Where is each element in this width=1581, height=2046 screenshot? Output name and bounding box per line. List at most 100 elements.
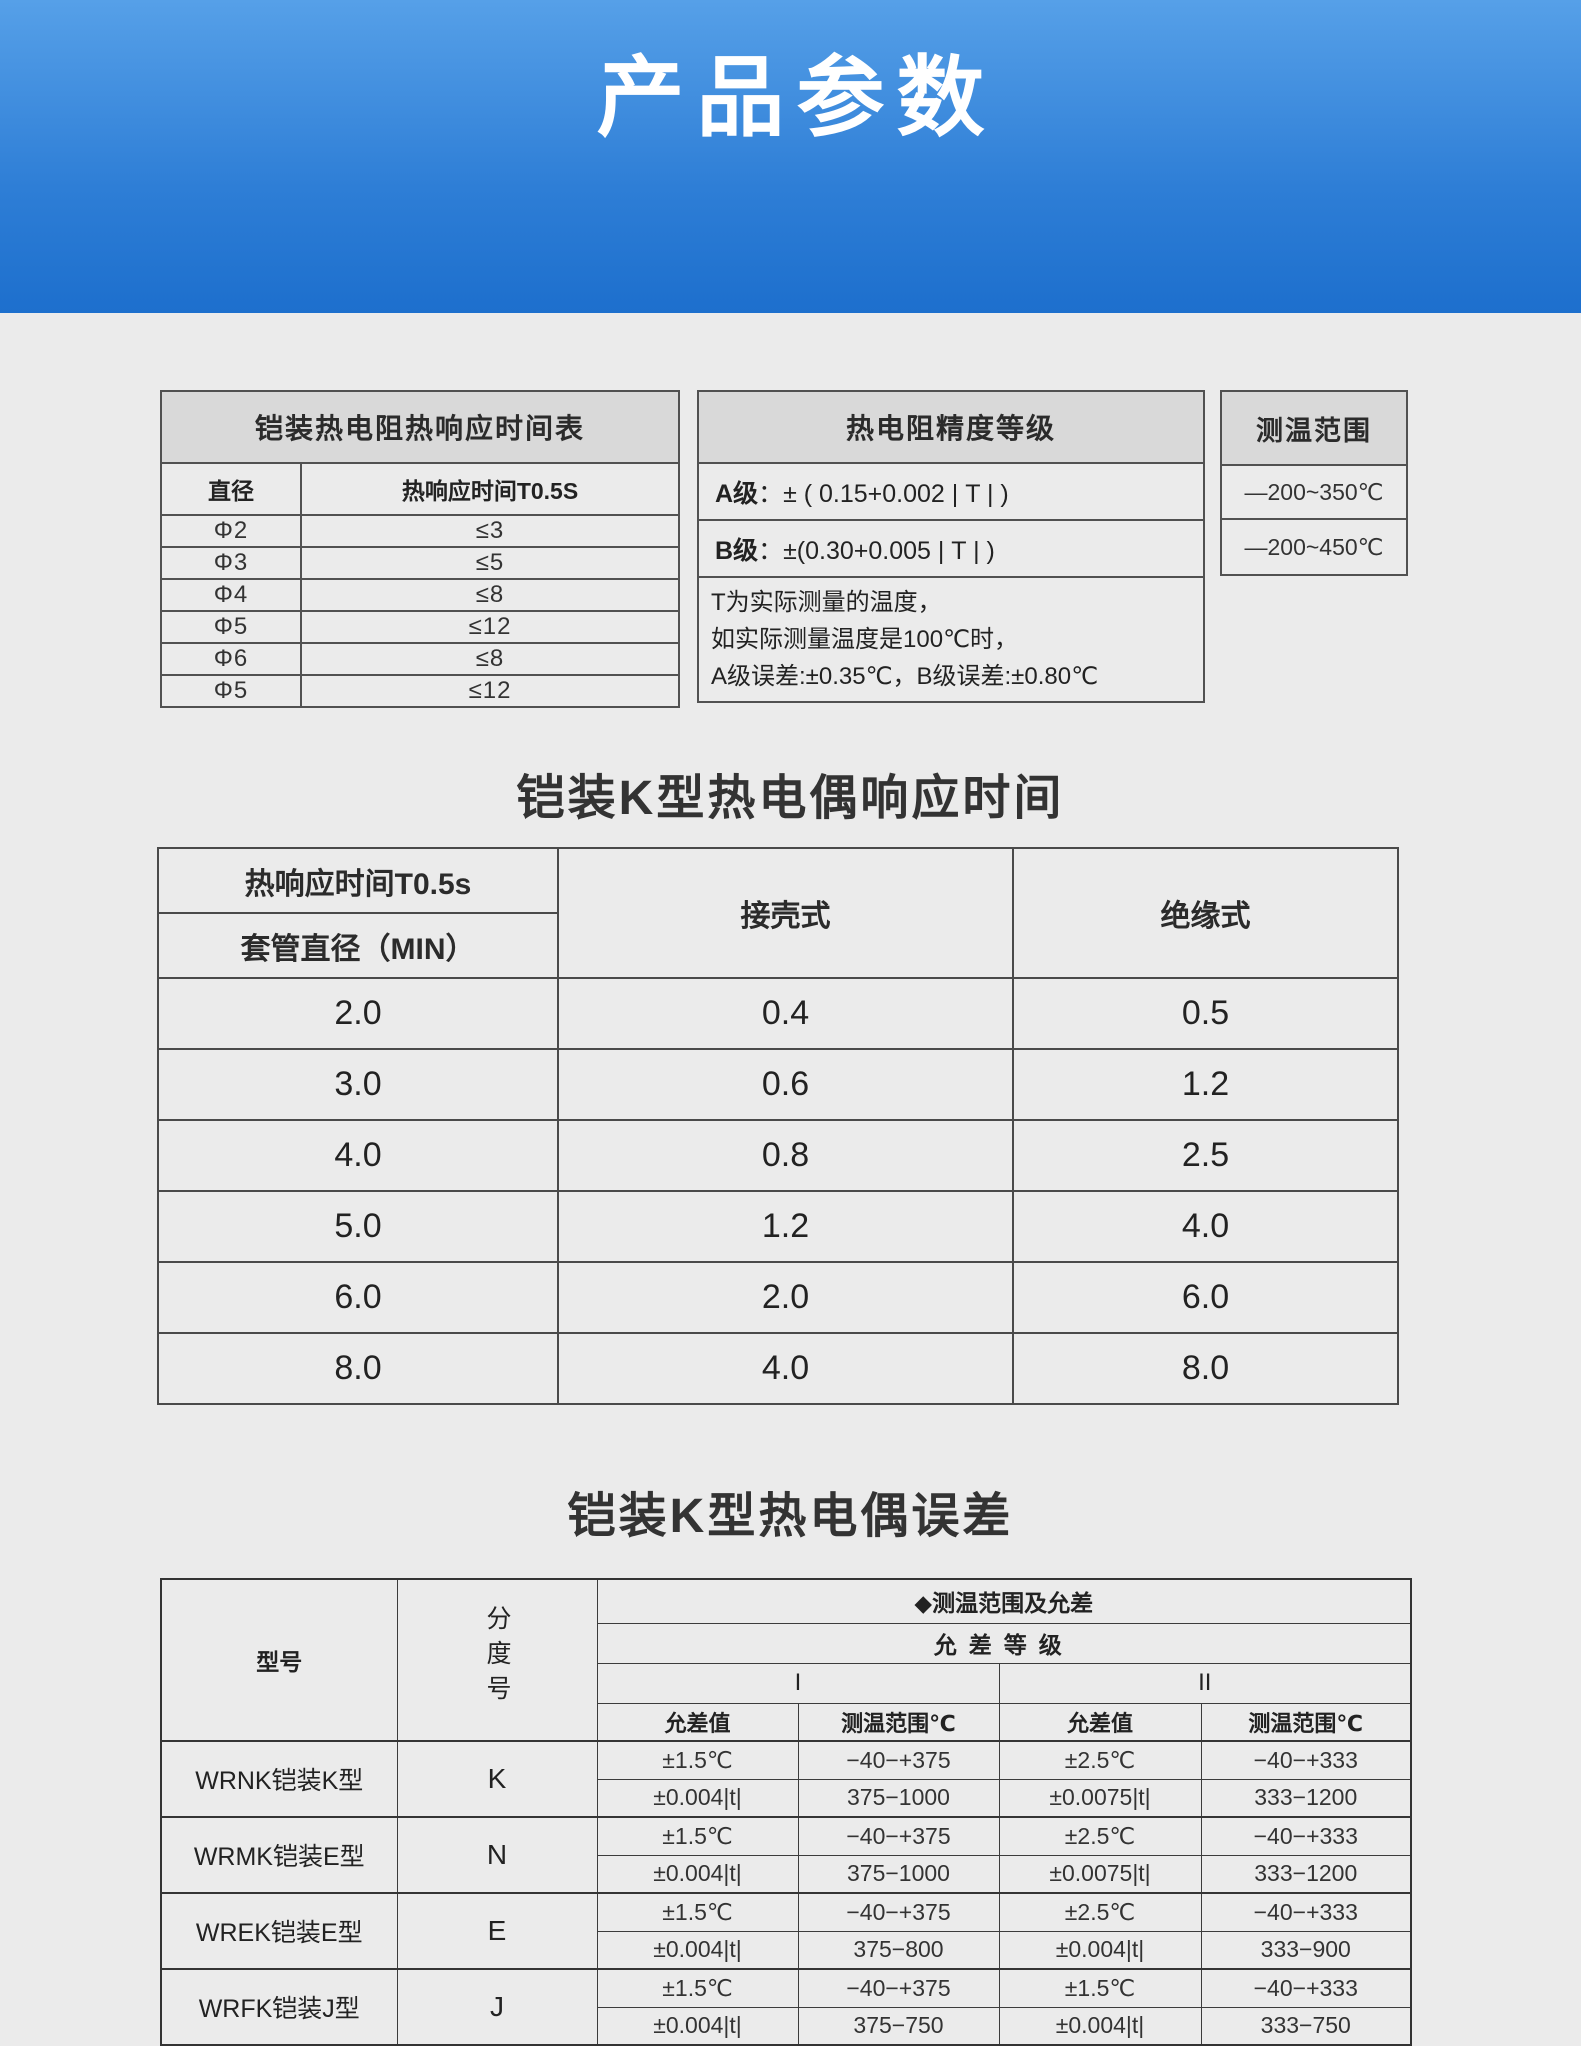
tc-error-table: 型号 分度号 ◆测温范围及允差 允差等级 I II 允差值 测温范围℃ 允差值 … xyxy=(160,1578,1413,2046)
accuracy-note: T为实际测量的温度， 如实际测量温度是100℃时， A级误差:±0.35℃，B级… xyxy=(697,576,1205,703)
table-row: —200~450℃ xyxy=(1220,518,1408,576)
tc-shell-value: 4.0 xyxy=(557,1332,1014,1405)
tc-insulated-value: 4.0 xyxy=(1012,1190,1399,1263)
tc-diameter: 2.0 xyxy=(157,977,559,1050)
rtd-diameter: Φ3 xyxy=(160,546,302,580)
error-subheader: 允差值 xyxy=(596,1702,799,1742)
tc-response-table: 热响应时间T0.5s 接壳式 绝缘式 套管直径（MIN） 2.0 0.4 0.5… xyxy=(157,847,1399,1405)
grade-b-value: ：±(0.30+0.005 | T | ) xyxy=(758,536,995,565)
error-range: 375−800 xyxy=(797,1930,1000,1970)
rtd-accuracy-title: 热电阻精度等级 xyxy=(697,390,1205,464)
tc-shell-value: 0.6 xyxy=(557,1048,1014,1121)
error-tolerance: ±0.004|t| xyxy=(998,2006,1202,2046)
error-range: 333−900 xyxy=(1200,1930,1412,1970)
section-title-error: 铠装K型热电偶误差 xyxy=(567,1490,1014,1543)
error-range: −40−+375 xyxy=(797,1968,1000,2008)
error-subheader: 允差值 xyxy=(998,1702,1202,1742)
error-tolerance: ±0.0075|t| xyxy=(998,1854,1202,1894)
error-tolerance: ±0.004|t| xyxy=(596,2006,799,2046)
error-range: 375−750 xyxy=(797,2006,1000,2046)
error-range: −40−+333 xyxy=(1200,1816,1412,1856)
error-class-2: II xyxy=(998,1662,1412,1704)
table-row: WRFK铠装J型 J ±1.5℃ −40−+375 ±1.5℃ −40−+333 xyxy=(160,1968,1412,2046)
rtd-time: ≤8 xyxy=(299,642,681,676)
tc-diameter: 8.0 xyxy=(157,1332,559,1405)
error-tolerance: ±1.5℃ xyxy=(596,1892,799,1932)
error-tolerance: ±2.5℃ xyxy=(998,1740,1202,1780)
table-row: Φ3 ≤5 xyxy=(160,546,681,580)
error-range: 333−1200 xyxy=(1200,1854,1412,1894)
rtd-diameter: Φ5 xyxy=(160,610,302,644)
tc-header-diameter: 套管直径（MIN） xyxy=(157,912,559,979)
error-model: WREK铠装E型 xyxy=(160,1892,398,1970)
rtd-accuracy-table: 热电阻精度等级 A级：± ( 0.15+0.002 | T | ) B级：±(0… xyxy=(697,390,1205,703)
table-row: 6.0 2.0 6.0 xyxy=(157,1261,1399,1334)
rtd-time: ≤5 xyxy=(299,546,681,580)
error-col-graduation: 分度号 xyxy=(396,1578,598,1742)
table-row: 8.0 4.0 8.0 xyxy=(157,1332,1399,1405)
error-graduation: K xyxy=(396,1740,598,1818)
tc-insulated-value: 8.0 xyxy=(1012,1332,1399,1405)
rtd-time: ≤8 xyxy=(299,578,681,612)
tc-diameter: 6.0 xyxy=(157,1261,559,1334)
rtd-diameter: Φ6 xyxy=(160,642,302,676)
temp-range-value: —200~450℃ xyxy=(1220,518,1408,576)
tc-header-time: 热响应时间T0.5s xyxy=(157,847,559,914)
tc-insulated-value: 6.0 xyxy=(1012,1261,1399,1334)
grade-b-formula: B级：±(0.30+0.005 | T | ) xyxy=(697,519,1205,578)
error-tolerance: ±2.5℃ xyxy=(998,1816,1202,1856)
error-tolerance: ±0.004|t| xyxy=(596,1854,799,1894)
error-range: 375−1000 xyxy=(797,1854,1000,1894)
rtd-diameter: Φ4 xyxy=(160,578,302,612)
section-title-response: 铠装K型热电偶响应时间 xyxy=(516,772,1065,825)
rtd-time: ≤3 xyxy=(299,514,681,548)
error-range: −40−+333 xyxy=(1200,1740,1412,1780)
table-row: 3.0 0.6 1.2 xyxy=(157,1048,1399,1121)
table-row: Φ5 ≤12 xyxy=(160,674,681,708)
error-tolerance: ±1.5℃ xyxy=(596,1816,799,1856)
error-model: WRFK铠装J型 xyxy=(160,1968,398,2046)
error-tolerance: ±0.0075|t| xyxy=(998,1778,1202,1818)
table-row: Φ2 ≤3 xyxy=(160,514,681,548)
error-subheader: 测温范围℃ xyxy=(797,1702,1000,1742)
page-title: 产品参数 xyxy=(596,48,997,147)
temp-range-title: 测温范围 xyxy=(1220,390,1408,466)
error-subheader: 测温范围℃ xyxy=(1200,1702,1412,1742)
tc-diameter: 5.0 xyxy=(157,1190,559,1263)
rtd-time: ≤12 xyxy=(299,610,681,644)
error-range: 375−1000 xyxy=(797,1778,1000,1818)
temp-range-value: —200~350℃ xyxy=(1220,464,1408,520)
grade-a-formula: A级：± ( 0.15+0.002 | T | ) xyxy=(697,462,1205,521)
error-range: −40−+333 xyxy=(1200,1968,1412,2008)
error-tolerance: ±0.004|t| xyxy=(998,1930,1202,1970)
page-header-banner: 产品参数 xyxy=(0,0,1581,313)
note-line: T为实际测量的温度， xyxy=(711,589,942,616)
tc-insulated-value: 2.5 xyxy=(1012,1119,1399,1192)
table-row: 4.0 0.8 2.5 xyxy=(157,1119,1399,1192)
tc-header-insulated: 绝缘式 xyxy=(1012,847,1399,979)
table-row: WREK铠装E型 E ±1.5℃ −40−+375 ±2.5℃ −40−+333 xyxy=(160,1892,1412,1970)
rtd-col-time: 热响应时间T0.5S xyxy=(299,462,681,516)
table-row: WRMK铠装E型 N ±1.5℃ −40−+375 ±2.5℃ −40−+333 xyxy=(160,1816,1412,1894)
error-graduation: J xyxy=(396,1968,598,2046)
grade-a-label: A级 xyxy=(715,479,759,508)
error-range: −40−+375 xyxy=(797,1740,1000,1780)
error-tolerance: ±0.004|t| xyxy=(596,1930,799,1970)
error-tolerance: ±1.5℃ xyxy=(596,1740,799,1780)
error-tolerance: ±0.004|t| xyxy=(596,1778,799,1818)
error-range: 333−750 xyxy=(1200,2006,1412,2046)
rtd-col-diameter: 直径 xyxy=(160,462,302,516)
tc-diameter: 3.0 xyxy=(157,1048,559,1121)
tc-shell-value: 2.0 xyxy=(557,1261,1014,1334)
note-line: A级误差:±0.35℃，B级误差:±0.80℃ xyxy=(711,663,1099,690)
tc-shell-value: 0.4 xyxy=(557,977,1014,1050)
table-row: Φ5 ≤12 xyxy=(160,610,681,644)
error-tolerance: ±1.5℃ xyxy=(998,1968,1202,2008)
error-class-1: I xyxy=(596,1662,1000,1704)
grade-b-label: B级 xyxy=(715,536,759,565)
table-row: WRNK铠装K型 K ±1.5℃ −40−+375 ±2.5℃ −40−+333 xyxy=(160,1740,1412,1818)
error-tolerance: ±1.5℃ xyxy=(596,1968,799,2008)
error-graduation: N xyxy=(396,1816,598,1894)
table-row: —200~350℃ xyxy=(1220,464,1408,520)
error-grade-header: 允差等级 xyxy=(596,1622,1412,1664)
